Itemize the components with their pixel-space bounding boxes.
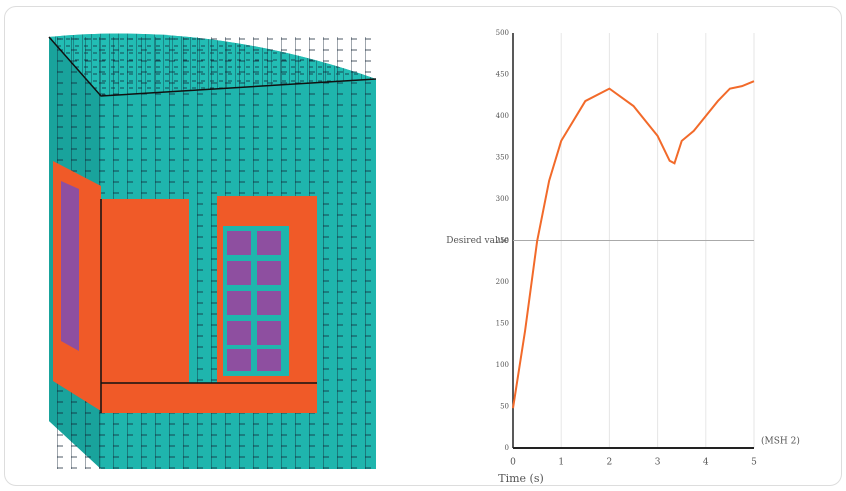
reference-label: Desired value [446,236,509,246]
x-tick-label: 3 [655,458,661,468]
x-axis-label: Time (s) [498,472,544,485]
mesh-model [49,34,376,469]
y-tick-label: 150 [496,320,509,328]
x-tick-label: 2 [607,458,613,468]
y-tick-label: 50 [500,403,509,411]
x-tick-label: 1 [558,458,564,468]
y-tick-label: 300 [496,195,509,203]
y-tick-label: 400 [496,112,509,120]
y-tick-label: 200 [496,278,509,286]
y-tick-label: 500 [496,29,509,37]
x-tick-label: 4 [703,458,709,468]
y-tick-label: 100 [496,361,509,369]
line-chart: Time (s) (MSH 2) 05010015020025030035040… [446,29,800,485]
x-tick-label: 5 [751,458,757,468]
x-tick-label: 0 [510,458,516,468]
line-series [513,81,754,408]
x-unit-label: (MSH 2) [761,436,800,447]
y-tick-label: 450 [496,71,509,79]
y-tick-label: 0 [505,444,509,452]
y-tick-label: 350 [496,154,509,162]
figure: Time (s) (MSH 2) 05010015020025030035040… [4,6,842,486]
